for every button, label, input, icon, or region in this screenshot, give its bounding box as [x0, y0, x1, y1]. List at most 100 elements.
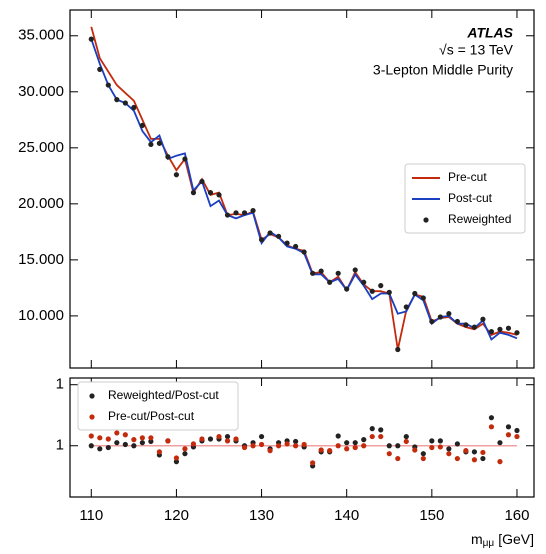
data-point — [480, 449, 486, 456]
y-tick-label: 10.000 — [18, 307, 64, 324]
data-point — [344, 446, 350, 452]
data-point — [165, 154, 171, 160]
data-point — [88, 433, 94, 439]
data-point — [173, 459, 180, 465]
annotation: 3-Lepton Middle Purity — [373, 62, 513, 78]
data-point — [199, 436, 205, 442]
data-point — [395, 443, 401, 449]
legend-label: Pre-cut/Post-cut — [108, 409, 195, 423]
x-tick-label: 130 — [249, 507, 274, 524]
data-point — [429, 438, 435, 444]
data-point — [361, 279, 367, 285]
data-point — [114, 430, 120, 436]
data-point — [454, 455, 460, 462]
data-point — [403, 433, 409, 440]
data-point — [361, 443, 367, 449]
data-point — [250, 443, 256, 449]
data-point — [275, 233, 282, 239]
annotation: ATLAS — [466, 25, 513, 41]
x-axis-label-main: m — [471, 531, 483, 547]
data-point — [224, 438, 231, 444]
data-point — [437, 444, 443, 450]
data-point — [420, 451, 426, 457]
data-point — [352, 444, 358, 451]
legend-box — [404, 163, 526, 234]
data-point — [139, 435, 145, 441]
x-tick-label: 120 — [164, 507, 189, 524]
data-point — [105, 444, 111, 451]
x-tick-label: 140 — [334, 507, 359, 524]
data-point — [386, 443, 392, 449]
x-tick-label: 110 — [79, 507, 103, 524]
legend-box — [77, 381, 239, 431]
data-point — [293, 443, 299, 449]
data-point — [395, 346, 401, 353]
data-point — [471, 457, 478, 463]
data-point — [258, 237, 265, 243]
data-point — [335, 433, 341, 439]
data-point — [497, 459, 503, 465]
y-tick-label: 15.000 — [18, 251, 64, 268]
data-point — [514, 433, 520, 440]
y-tick-label: 35.000 — [18, 27, 64, 44]
data-point — [412, 290, 418, 297]
data-point — [369, 433, 375, 440]
data-point — [429, 318, 435, 325]
data-point — [284, 441, 290, 447]
x-tick-label: 150 — [419, 507, 444, 524]
data-point — [275, 443, 282, 449]
data-point — [233, 210, 239, 216]
data-point — [463, 448, 469, 454]
data-point — [454, 441, 460, 447]
legend-label: Reweighted — [448, 212, 511, 226]
x-tick-label: 160 — [504, 507, 529, 524]
data-point — [310, 460, 316, 466]
data-point — [514, 330, 520, 336]
data-point — [233, 436, 239, 442]
data-point — [122, 441, 128, 448]
data-point — [88, 36, 94, 42]
plot-frame — [69, 9, 535, 369]
data-point — [224, 212, 231, 218]
data-point — [505, 424, 512, 430]
data-point — [420, 455, 426, 462]
legend-label: Post-cut — [448, 191, 493, 205]
data-point — [480, 455, 486, 462]
data-point — [156, 449, 162, 455]
data-point — [122, 100, 128, 106]
data-point — [471, 324, 478, 330]
data-point — [488, 415, 495, 421]
y-tick-label: 20.000 — [18, 195, 64, 212]
data-point — [284, 240, 290, 246]
data-point — [378, 427, 384, 433]
data-point — [148, 438, 154, 445]
data-point — [344, 286, 350, 292]
data-point — [310, 270, 316, 276]
x-axis-label-sub: μμ — [483, 538, 495, 549]
data-point — [361, 437, 367, 443]
data-point — [97, 66, 103, 72]
data-point — [165, 438, 171, 444]
data-point — [386, 451, 392, 457]
data-point — [105, 436, 111, 442]
data-point — [403, 304, 409, 310]
data-point — [173, 172, 180, 178]
legend-label: Pre-cut — [448, 170, 487, 184]
data-point — [318, 447, 324, 453]
data-point — [412, 447, 418, 453]
data-point — [216, 192, 222, 198]
data-point — [505, 325, 512, 331]
data-point — [429, 444, 435, 451]
data-point — [437, 438, 443, 444]
data-point — [258, 433, 265, 440]
data-point — [88, 443, 94, 449]
data-point — [131, 437, 137, 443]
data-point — [352, 267, 358, 273]
data-point — [250, 207, 256, 214]
data-point — [369, 426, 375, 432]
data-point — [122, 432, 128, 438]
data-point — [241, 210, 248, 216]
annotation: √s = 13 TeV — [439, 42, 514, 58]
data-point — [471, 449, 478, 455]
